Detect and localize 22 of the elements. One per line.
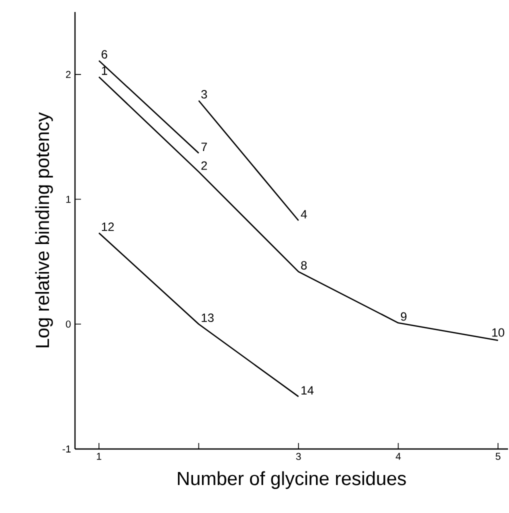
x-axis-title: Number of glycine residues [178, 471, 406, 489]
y-tick-label: -1 [62, 446, 71, 452]
annotation: 12 [102, 222, 114, 231]
annotation: 8 [301, 261, 307, 270]
annotation: 13 [202, 314, 214, 322]
annotation: 6 [102, 50, 108, 59]
y-axis-title: Log relative binding potency [35, 112, 53, 348]
y-tick-label: 2 [66, 70, 71, 78]
x-tick-label: 3 [296, 452, 301, 460]
y-tick-label: 1 [66, 196, 71, 203]
annotation: 10 [492, 328, 504, 337]
x-tick-label: 1 [96, 452, 102, 460]
annotation: 4 [300, 210, 307, 218]
annotation: 2 [201, 161, 207, 170]
y-tick-label: 0 [66, 320, 71, 328]
annotation: 14 [301, 386, 314, 394]
annotation: 3 [201, 90, 207, 99]
x-tick-label: 5 [496, 452, 500, 460]
annotation: 9 [400, 312, 406, 321]
x-tick-label: 4 [396, 452, 401, 460]
annotation: 1 [102, 66, 108, 75]
annotation: 7 [201, 142, 207, 151]
